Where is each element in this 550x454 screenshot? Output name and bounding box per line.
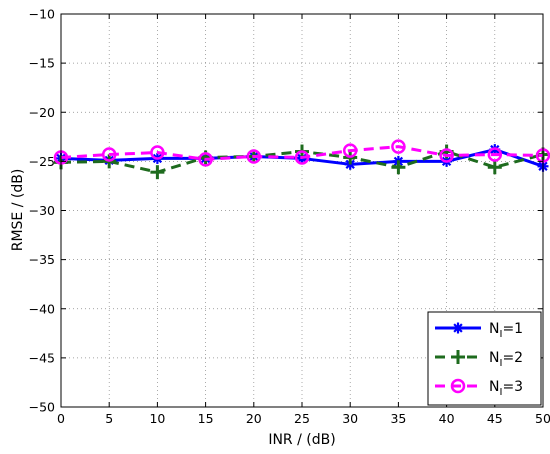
legend-label: NI=1 [489,321,523,340]
x-tick-label: 45 [487,411,503,426]
y-tick-label: −20 [29,105,55,120]
x-axis-label: INR / (dB) [268,432,335,448]
legend-marker [450,378,466,394]
legend-label-subscript: I [499,387,502,398]
legend-label: NI=3 [489,379,523,398]
series-2-point [487,160,502,175]
series-line-3 [60,145,544,161]
x-tick-label: 30 [342,411,358,426]
y-tick-label: −40 [29,301,55,316]
legend-item-3: NI=3 [435,378,523,398]
x-tick-label: 50 [535,411,550,426]
legend-label-suffix: =1 [502,321,523,337]
y-axis-label: RMSE / (dB) [10,169,26,252]
y-tick-label: −15 [29,56,55,71]
legend-label-base: N [489,379,499,395]
x-tick-label: 25 [294,411,310,426]
x-tick-label: 20 [246,411,262,426]
legend-label-base: N [489,321,499,337]
legend-marker [452,322,464,334]
x-tick-label: 15 [198,411,214,426]
series-3-point [391,139,406,154]
y-tick-label: −50 [29,400,55,415]
x-tick-label: 40 [439,411,455,426]
legend-item-2: NI=2 [435,350,523,369]
legend-label-base: N [489,350,499,366]
series-3-point [439,148,454,163]
x-tick-label: 0 [57,411,65,426]
series-3-point [294,150,310,165]
legend-marker [451,350,465,364]
y-tick-label: −35 [29,252,55,267]
series-3-point [101,147,117,162]
legend: NI=1NI=2NI=3 [427,311,542,406]
x-tick-label: 5 [105,411,113,426]
legend-label: NI=2 [489,350,523,369]
y-tick-label: −45 [29,350,55,365]
series-3-point [150,145,165,160]
legend-label-suffix: =2 [502,350,523,366]
axis-ticks: 0 5 10 15 20 25 30 35 40 45 50 −10 −15 −20 −25 −30 −35 −4… [29,7,550,427]
grid-lines [61,14,543,407]
y-tick-label: −10 [29,7,55,22]
series-2-point [150,165,165,180]
legend-label-suffix: =3 [502,379,523,395]
series-3-point [198,152,213,167]
series-3-point [246,149,262,164]
legend-label-subscript: I [499,358,502,369]
x-tick-label: 35 [390,411,406,426]
legend-item-1: NI=1 [435,321,523,340]
series-3-point [487,147,503,162]
y-tick-label: −30 [29,203,55,218]
y-tick-label: −25 [29,154,55,169]
series-2-point [391,160,406,175]
series-3-point [342,143,358,158]
x-tick-label: 10 [149,411,165,426]
legend-label-subscript: I [499,329,502,340]
